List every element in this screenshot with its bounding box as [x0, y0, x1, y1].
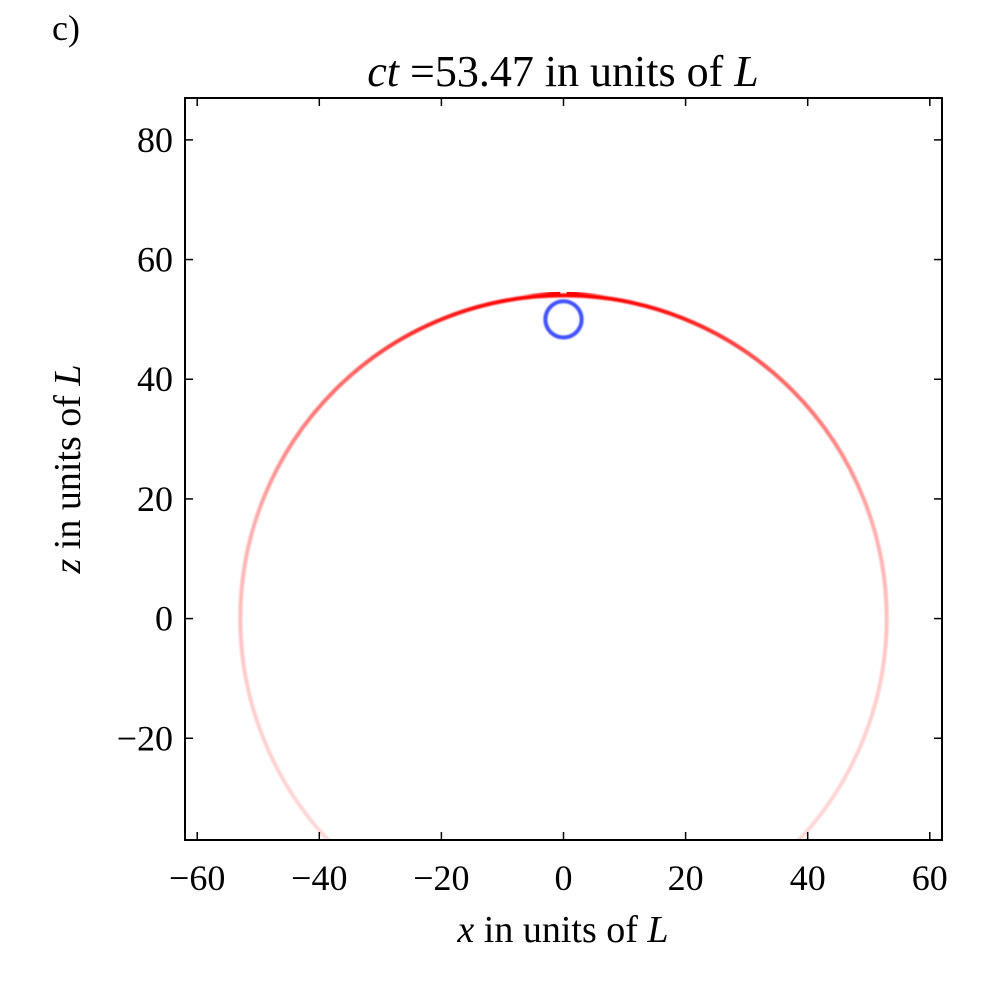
y-axis-variable: z — [47, 559, 89, 575]
y-axis: −20 0 20 40 60 80 — [117, 120, 942, 758]
x-axis-label: x in units of L — [456, 909, 668, 951]
y-tick-label: 20 — [137, 479, 173, 519]
x-tick-label: −20 — [413, 858, 469, 898]
y-tick-label: 40 — [137, 359, 173, 399]
y-tick-label: −20 — [117, 718, 173, 758]
x-axis-variable: x — [456, 909, 474, 951]
title-variable: ct — [367, 47, 401, 96]
title-text: =53.47 in units of — [399, 47, 734, 96]
x-axis-text: in units of — [474, 909, 647, 951]
wavefront-ring — [238, 293, 889, 840]
x-tick-label: 0 — [555, 858, 573, 898]
y-tick-label: 0 — [155, 599, 173, 639]
y-tick-label: 60 — [137, 240, 173, 280]
x-axis: −60 −40 −20 0 20 40 60 — [169, 98, 948, 898]
x-tick-label: 60 — [912, 858, 948, 898]
y-axis-text: in units of — [47, 386, 89, 559]
plot-area — [238, 291, 889, 840]
y-tick-label: 80 — [137, 120, 173, 160]
y-axis-unit: L — [47, 364, 89, 386]
x-tick-label: 40 — [790, 858, 826, 898]
chart-title: ct =53.47 in units of L — [367, 47, 759, 96]
source-ring — [543, 299, 584, 340]
x-axis-unit: L — [646, 909, 668, 951]
wavefront-peak — [521, 291, 606, 299]
title-unit: L — [733, 47, 758, 96]
plot-frame — [184, 97, 943, 841]
x-tick-label: −40 — [291, 858, 347, 898]
x-tick-label: 20 — [668, 858, 704, 898]
panel-label: c) — [52, 8, 80, 48]
y-axis-label: z in units of L — [47, 364, 89, 574]
x-tick-label: −60 — [169, 858, 225, 898]
